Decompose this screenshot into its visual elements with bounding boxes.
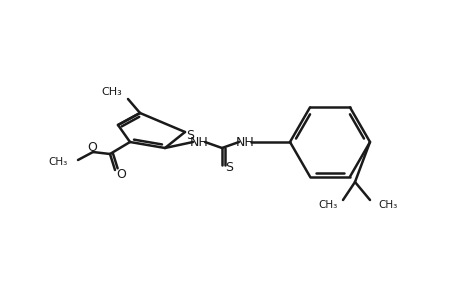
Text: S: S — [185, 128, 194, 142]
Text: S: S — [224, 160, 233, 173]
Text: NH: NH — [189, 136, 208, 148]
Text: CH₃: CH₃ — [101, 87, 122, 97]
Text: NH: NH — [235, 136, 254, 148]
Text: O: O — [116, 167, 126, 181]
Text: CH₃: CH₃ — [377, 200, 397, 210]
Text: CH₃: CH₃ — [318, 200, 337, 210]
Text: CH₃: CH₃ — [49, 157, 68, 167]
Text: O: O — [87, 140, 97, 154]
